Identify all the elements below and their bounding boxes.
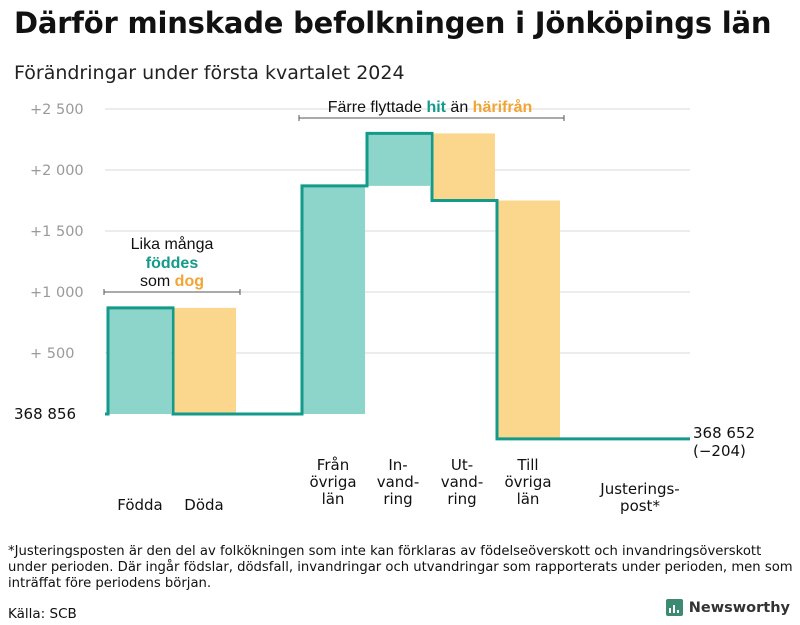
category-label-line: vand- <box>441 473 484 491</box>
annotation-text-run: föddes <box>146 255 199 272</box>
annotation-text: Lika många <box>131 235 214 253</box>
base-value-label: 368 856 <box>14 405 76 423</box>
category-label: Till övriga län <box>504 456 551 508</box>
y-tick-label: + 500 <box>30 346 74 362</box>
waterfall-bar <box>432 133 495 201</box>
category-label-line: övriga <box>309 473 356 491</box>
waterfall-chart: + 500 +1 000 +1 500 +2 000 +2 500 368 856 368 … <box>14 98 755 515</box>
category-label-line: Till <box>516 456 538 474</box>
category-label-line: Från <box>317 456 349 474</box>
category-label-line: post* <box>620 497 660 515</box>
y-tick-label: +2 000 <box>30 163 84 179</box>
category-label-line: övriga <box>504 473 551 491</box>
waterfall-bar <box>497 200 560 439</box>
annotation-text-run: som <box>140 273 175 290</box>
category-label-line: Födda <box>117 496 163 514</box>
category-label: In-vand-ring <box>377 456 420 508</box>
annotation-text-run: dog <box>175 273 204 290</box>
source-label: Källa: SCB <box>8 606 77 622</box>
category-label-line: Ut- <box>451 456 473 474</box>
chart-title: Därför minskade befolkningen i Jönköping… <box>14 6 772 40</box>
annotation-text: Färre flyttade hit än härifrån <box>328 98 533 116</box>
category-label-line: ring <box>383 490 412 508</box>
footnote: *Justeringsposten är den del av folkökni… <box>8 544 793 591</box>
category-label-line: län <box>517 490 540 508</box>
chart-subtitle: Förändringar under första kvartalet 2024 <box>14 62 405 84</box>
waterfall-bar <box>173 307 236 414</box>
category-label-line: Justerings- <box>599 480 679 498</box>
y-tick-label: +1 000 <box>30 285 84 301</box>
annotation-text-run: Färre flyttade <box>328 99 427 116</box>
brand-logo: Newsworthy <box>665 599 790 616</box>
category-label: Döda <box>184 496 223 514</box>
annotation-text-run: än <box>446 99 473 116</box>
category-label: Från övriga län <box>309 456 356 508</box>
annotation-text-run: Lika många <box>131 235 214 253</box>
category-label: Ut-vand-ring <box>441 456 484 508</box>
end-value-label: 368 652 <box>693 424 755 442</box>
waterfall-bar <box>302 185 365 414</box>
waterfall-bar <box>108 307 171 414</box>
category-label: Justerings-post* <box>599 480 679 515</box>
end-change-label: (−204) <box>693 442 746 460</box>
brand-name: Newsworthy <box>688 599 790 616</box>
category-label-line: ring <box>447 490 476 508</box>
category-label-line: vand- <box>377 473 420 491</box>
category-label-line: län <box>322 490 345 508</box>
category-label-line: Döda <box>184 496 223 514</box>
step-line <box>105 131 690 441</box>
y-tick-label: +2 500 <box>30 102 84 118</box>
annotation-text-run: härifrån <box>473 98 533 116</box>
category-label-line: In- <box>388 456 407 474</box>
category-label: Födda <box>117 496 163 514</box>
annotation-text: föddes <box>146 255 199 272</box>
annotation-text: som dog <box>140 273 204 290</box>
waterfall-bar <box>367 133 430 186</box>
bar-chart-icon <box>665 599 683 616</box>
y-tick-label: +1 500 <box>30 224 84 240</box>
annotation-text-run: hit <box>426 99 446 116</box>
